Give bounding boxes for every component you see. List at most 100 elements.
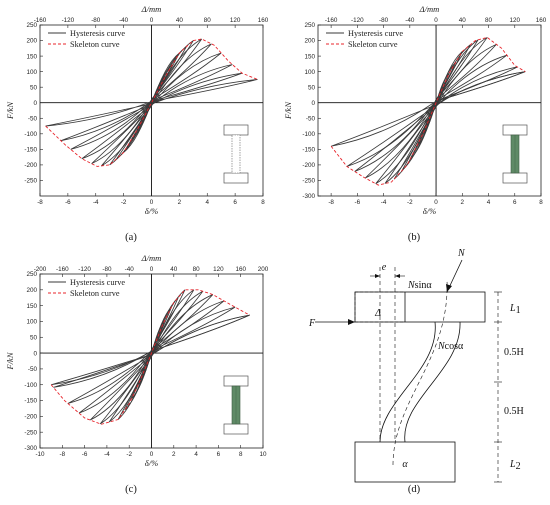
hysteresis-loop — [117, 289, 186, 420]
x-tick-label: 6 — [233, 199, 237, 206]
top-axis-label: Δ/mm — [141, 253, 162, 263]
x-tick-label: 2 — [172, 451, 176, 458]
top-tick-label: 0 — [150, 17, 154, 24]
x-axis-label: δ/% — [145, 458, 158, 468]
hysteresis-loop — [81, 52, 222, 160]
eccentricity-arrow — [395, 274, 400, 278]
x-tick-label: 6 — [217, 451, 221, 458]
hysteresis-loop — [67, 306, 236, 404]
x-tick-label: -8 — [328, 199, 334, 206]
y-axis-label: F/kN — [283, 101, 293, 120]
top-tick-label: -120 — [62, 17, 75, 24]
top-tick-label: -80 — [102, 266, 112, 273]
x-tick-label: -8 — [59, 451, 65, 458]
x-tick-label: 8 — [239, 451, 243, 458]
top-tick-label: -80 — [91, 17, 101, 24]
top-tick-label: -120 — [78, 266, 91, 273]
y-tick-label: 100 — [304, 69, 315, 76]
top-tick-label: -80 — [379, 17, 389, 24]
deformed-column-right-edge — [404, 321, 461, 443]
x-tick-label: -2 — [407, 199, 413, 206]
hysteresis-loop — [101, 38, 203, 167]
top-tick-label: 120 — [510, 17, 521, 24]
y-tick-label: -300 — [302, 193, 315, 200]
top-tick-label: 80 — [485, 17, 493, 24]
x-tick-label: 2 — [178, 199, 182, 206]
y-tick-label: -50 — [306, 115, 316, 122]
x-tick-label: -6 — [82, 451, 88, 458]
y-tick-label: -100 — [24, 382, 37, 389]
top-axis-label: Δ/mm — [141, 4, 162, 14]
y-tick-label: 200 — [304, 38, 315, 45]
hysteresis-loop — [330, 71, 526, 147]
x-tick-label: 4 — [205, 199, 209, 206]
caption-b: (b) — [408, 232, 421, 243]
y-tick-label: 200 — [26, 287, 37, 294]
x-tick-label: 4 — [194, 451, 198, 458]
y-tick-label: 0 — [33, 100, 37, 107]
y-axis-label: F/kN — [5, 351, 15, 370]
x-tick-label: -4 — [104, 451, 110, 458]
y-tick-label: -200 — [24, 414, 37, 421]
y-tick-label: 0 — [311, 100, 315, 107]
skeleton-curve — [50, 289, 250, 425]
x-tick-label: 4 — [487, 199, 491, 206]
legend-hysteresis-label: Hysteresis curve — [70, 278, 125, 287]
specimen-bottom-block — [223, 172, 249, 184]
top-axis-label: Δ/mm — [419, 4, 440, 14]
top-tick-label: 0 — [434, 17, 438, 24]
specimen-bottom-block — [502, 172, 528, 184]
specimen-icon — [502, 124, 528, 184]
x-tick-label: -4 — [381, 199, 387, 206]
top-tick-label: 40 — [170, 266, 178, 273]
y-tick-label: 150 — [26, 53, 37, 60]
top-tick-label: 120 — [213, 266, 224, 273]
axial-force-label: N — [457, 248, 466, 259]
hysteresis-loop — [108, 289, 195, 423]
x-tick-label: -4 — [93, 199, 99, 206]
x-tick-label: 0 — [434, 199, 438, 206]
y-tick-label: 50 — [30, 84, 38, 91]
x-tick-label: 8 — [539, 199, 543, 206]
top-tick-label: -200 — [34, 266, 47, 273]
chart-panel-3: -10 -8 -6 -4 -2 0 2 4 6 8 10 -200 -160 -120 -80 -40 0 40 8… — [5, 253, 269, 468]
x-tick-label: 0 — [150, 199, 154, 206]
top-tick-label: 40 — [459, 17, 467, 24]
plot-frame — [317, 24, 542, 197]
top-tick-label: -40 — [119, 17, 129, 24]
l1-label: L1 — [509, 303, 521, 316]
y-tick-label: 150 — [26, 303, 37, 310]
x-tick-label: -2 — [126, 451, 132, 458]
hysteresis-curve-group — [330, 37, 526, 185]
top-tick-label: 80 — [204, 17, 212, 24]
x-tick-label: -2 — [121, 199, 127, 206]
specimen-top-block — [502, 124, 528, 136]
top-tick-label: 200 — [258, 266, 269, 273]
hysteresis-curve-group — [51, 289, 250, 425]
hysteresis-loop — [89, 294, 214, 421]
legend-skeleton-label: Skeleton curve — [348, 40, 398, 49]
caption-c: (c) — [125, 484, 137, 495]
y-tick-label: 200 — [26, 38, 37, 45]
specimen-icon — [223, 124, 249, 184]
x-tick-label: -10 — [35, 451, 45, 458]
y-axis-label: F/kN — [5, 101, 15, 120]
y-tick-label: -150 — [24, 147, 37, 154]
y-tick-label: 0 — [33, 350, 37, 357]
eccentricity-arrow — [375, 274, 380, 278]
upper-half-height-label: 0.5H — [504, 347, 524, 358]
caption-d: (d) — [408, 484, 421, 495]
top-tick-label: -160 — [34, 17, 47, 24]
schematic-diagram: e N Nsinα Ncosα F Δ α L1 0.5H 0.5H L2 — [308, 248, 524, 483]
x-axis-label: δ/% — [423, 206, 436, 216]
y-tick-label: -150 — [24, 398, 37, 405]
hysteresis-loop — [51, 314, 250, 386]
y-tick-label: -250 — [24, 178, 37, 185]
lateral-force-arrowhead — [348, 319, 355, 325]
top-tick-label: 160 — [258, 17, 269, 24]
legend-skeleton-label: Skeleton curve — [70, 289, 120, 298]
x-tick-label: 2 — [461, 199, 465, 206]
y-tick-label: -50 — [28, 115, 38, 122]
y-tick-label: -250 — [302, 178, 315, 185]
